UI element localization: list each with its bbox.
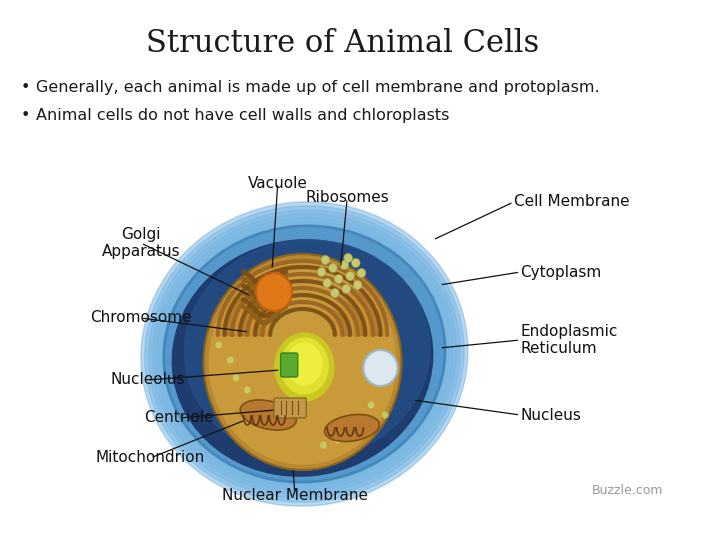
Ellipse shape: [148, 210, 460, 498]
Ellipse shape: [256, 273, 292, 311]
Circle shape: [342, 285, 351, 294]
Circle shape: [357, 268, 366, 278]
Text: Golgi
Apparatus: Golgi Apparatus: [102, 227, 180, 259]
Ellipse shape: [210, 260, 396, 464]
Ellipse shape: [325, 415, 379, 442]
Ellipse shape: [287, 343, 322, 385]
Ellipse shape: [156, 218, 453, 490]
Ellipse shape: [160, 222, 449, 486]
Circle shape: [351, 259, 360, 267]
Ellipse shape: [141, 202, 468, 506]
Circle shape: [330, 288, 339, 298]
FancyBboxPatch shape: [274, 398, 306, 418]
Circle shape: [344, 253, 353, 262]
Text: Vacuole: Vacuole: [248, 176, 307, 191]
Circle shape: [328, 264, 337, 273]
Text: Nucleolus: Nucleolus: [110, 373, 185, 388]
Text: Structure of Animal Cells: Structure of Animal Cells: [146, 28, 539, 59]
Ellipse shape: [145, 206, 464, 502]
Circle shape: [368, 402, 374, 408]
Text: Nucleus: Nucleus: [521, 408, 581, 422]
Ellipse shape: [184, 240, 430, 460]
Text: Cytoplasm: Cytoplasm: [521, 265, 602, 280]
Ellipse shape: [163, 226, 445, 482]
Circle shape: [321, 255, 330, 265]
FancyBboxPatch shape: [281, 353, 298, 377]
Circle shape: [215, 341, 222, 348]
Circle shape: [334, 274, 343, 284]
Text: Animal cells do not have cell walls and chloroplasts: Animal cells do not have cell walls and …: [36, 108, 449, 123]
Ellipse shape: [281, 338, 328, 394]
Circle shape: [354, 280, 362, 289]
Text: Mitochondrion: Mitochondrion: [96, 450, 205, 465]
Text: •: •: [21, 108, 30, 123]
Ellipse shape: [275, 333, 334, 401]
Text: •: •: [21, 80, 30, 95]
Text: Nuclear Membrane: Nuclear Membrane: [222, 488, 368, 503]
Text: Endoplasmic
Reticulum: Endoplasmic Reticulum: [521, 324, 618, 356]
Text: Cell Membrane: Cell Membrane: [513, 194, 629, 210]
Circle shape: [346, 272, 354, 280]
Circle shape: [323, 279, 331, 287]
Circle shape: [382, 411, 389, 418]
Text: Centriole: Centriole: [144, 410, 214, 426]
Ellipse shape: [153, 214, 456, 494]
Ellipse shape: [364, 350, 397, 386]
Circle shape: [320, 442, 327, 449]
Circle shape: [318, 267, 326, 276]
Circle shape: [340, 260, 348, 269]
Circle shape: [233, 375, 239, 381]
Ellipse shape: [240, 400, 297, 430]
Text: Generally, each animal is made up of cell membrane and protoplasm.: Generally, each animal is made up of cel…: [36, 80, 600, 95]
Circle shape: [244, 387, 251, 394]
Circle shape: [334, 436, 341, 443]
Ellipse shape: [204, 254, 402, 470]
Text: Chromosome: Chromosome: [90, 310, 192, 326]
Circle shape: [227, 356, 233, 363]
Text: Buzzle.com: Buzzle.com: [592, 483, 664, 496]
Ellipse shape: [172, 240, 433, 476]
Text: Ribosomes: Ribosomes: [305, 191, 389, 206]
